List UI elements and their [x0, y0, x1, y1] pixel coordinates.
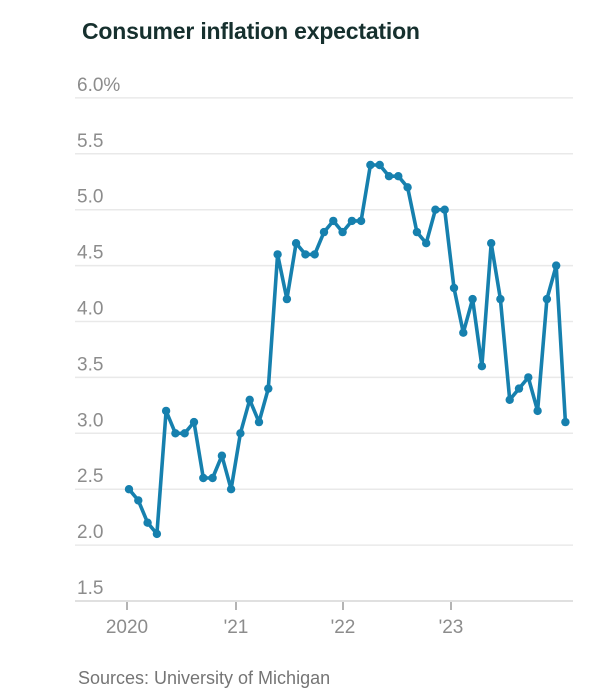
data-point — [375, 160, 384, 170]
data-point — [273, 250, 282, 259]
data-point — [496, 294, 505, 304]
data-point — [477, 362, 487, 371]
data-line — [127, 163, 568, 536]
chart-title: Consumer inflation expectation — [82, 18, 420, 44]
source-attribution: Sources: University of Michigan — [78, 668, 331, 688]
data-point — [291, 239, 301, 248]
data-point — [440, 205, 449, 214]
data-point — [459, 328, 468, 337]
data-point — [524, 373, 533, 382]
y-axis-label: 5.0 — [77, 187, 103, 208]
data-point — [552, 261, 561, 270]
data-point — [533, 406, 542, 416]
data-point — [236, 429, 245, 438]
x-axis-label: '21 — [224, 617, 249, 638]
data-point — [514, 384, 524, 393]
data-point — [282, 294, 292, 304]
data-point — [431, 205, 440, 214]
y-axis-label: 4.0 — [77, 299, 103, 320]
y-axis-label: 2.5 — [77, 466, 103, 487]
data-point — [226, 485, 236, 494]
data-point — [561, 417, 570, 427]
data-point — [505, 395, 514, 404]
data-point — [338, 227, 347, 237]
data-point — [217, 451, 227, 460]
data-point — [366, 160, 375, 170]
data-point — [310, 250, 319, 259]
data-point — [124, 485, 134, 494]
data-point — [412, 227, 422, 237]
data-point — [254, 417, 264, 427]
data-point — [143, 518, 152, 527]
data-point — [487, 239, 496, 248]
data-point — [301, 250, 310, 259]
data-point — [319, 227, 329, 237]
data-point — [329, 216, 338, 226]
data-point — [403, 183, 412, 192]
data-point — [199, 473, 208, 483]
data-point — [152, 529, 162, 539]
data-point — [422, 239, 431, 248]
data-point — [134, 496, 143, 505]
data-point — [394, 172, 403, 181]
data-point — [171, 429, 180, 438]
data-point — [180, 429, 189, 438]
data-point — [264, 384, 273, 393]
x-axis-label: 2020 — [106, 617, 148, 638]
data-point — [356, 216, 366, 226]
y-axis-label: 5.5 — [77, 131, 103, 152]
data-point — [208, 473, 217, 483]
data-point — [245, 395, 254, 404]
y-axis-label: 4.5 — [77, 243, 103, 264]
data-point — [468, 294, 477, 304]
y-axis-label: 2.0 — [77, 522, 103, 543]
y-axis-label: 3.5 — [77, 354, 103, 375]
y-axis-label: 3.0 — [77, 410, 103, 431]
x-axis-label: '22 — [331, 617, 356, 638]
data-point — [449, 283, 459, 293]
data-point — [161, 406, 171, 416]
data-point — [384, 172, 394, 181]
data-point — [542, 294, 552, 304]
y-axis-label: 1.5 — [77, 578, 103, 599]
y-axis-label: 6.0% — [77, 75, 120, 96]
x-axis-label: '23 — [439, 617, 464, 638]
data-point — [347, 216, 357, 226]
data-point — [189, 417, 199, 427]
